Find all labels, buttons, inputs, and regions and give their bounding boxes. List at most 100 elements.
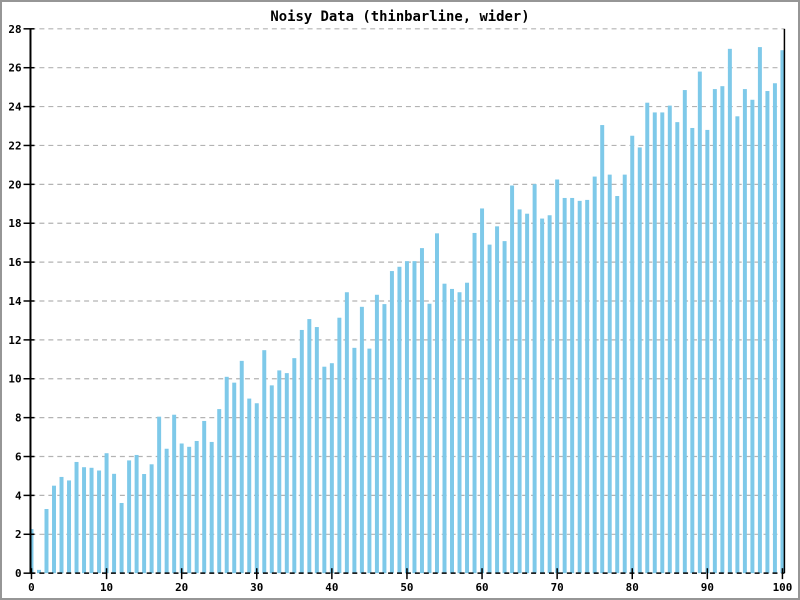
y-tick-label-6: 6 [15, 450, 22, 463]
bar-x3 [52, 485, 56, 574]
bar-x53 [427, 303, 432, 574]
bar-x87 [682, 90, 687, 574]
bar-x19 [172, 414, 177, 574]
bar-x80 [630, 135, 635, 574]
bar-x54 [435, 233, 439, 574]
bar-x9 [97, 470, 102, 574]
x-tick-label-100: 100 [773, 581, 793, 594]
y-tick-label-8: 8 [15, 412, 22, 425]
y-tick-label-2: 2 [15, 528, 22, 541]
bar-x66 [525, 213, 530, 574]
y-tick-label-22: 22 [8, 139, 21, 152]
bar-x45 [367, 348, 372, 574]
bar-x25 [217, 409, 222, 574]
bar-x96 [750, 99, 755, 574]
bar-x90 [705, 129, 710, 574]
bar-x33 [277, 370, 282, 574]
bar-x94 [735, 116, 740, 574]
bar-x23 [202, 420, 207, 574]
bar-x64 [510, 185, 515, 574]
bar-x79 [622, 174, 627, 574]
bar-x56 [450, 288, 454, 574]
y-tick-label-16: 16 [8, 256, 21, 269]
bar-x46 [374, 294, 379, 574]
bar-x4 [59, 476, 64, 574]
bar-x15 [142, 474, 147, 574]
bar-x100 [780, 50, 785, 574]
bar-x68 [540, 218, 545, 574]
axes [23, 28, 786, 580]
bar-x40 [329, 363, 334, 574]
bar-x14 [134, 454, 139, 574]
bar-x35 [292, 358, 297, 574]
bar-x48 [389, 271, 394, 574]
bar-x21 [187, 446, 192, 574]
bar-x38 [314, 327, 319, 574]
bar-x50 [404, 261, 409, 574]
y-tick-label-4: 4 [15, 489, 22, 502]
x-tick-label-90: 90 [701, 581, 714, 594]
bar-x81 [637, 147, 642, 574]
bar-x83 [652, 112, 657, 574]
y-tick-label-20: 20 [8, 178, 21, 191]
bar-x13 [127, 460, 132, 574]
bar-x29 [247, 398, 252, 574]
bar-x92 [720, 86, 725, 574]
bar-x63 [502, 241, 507, 574]
bar-x69 [547, 215, 552, 574]
bar-x26 [224, 376, 229, 574]
bar-x82 [645, 102, 650, 574]
bar-x67 [532, 184, 537, 574]
bar-x22 [194, 440, 199, 574]
bar-x51 [412, 261, 417, 574]
bar-x75 [592, 176, 597, 574]
x-tick-label-60: 60 [475, 581, 488, 594]
bar-x37 [307, 319, 312, 574]
bar-x78 [615, 196, 620, 574]
y-tick-label-18: 18 [8, 217, 21, 230]
y-tick-label-26: 26 [8, 62, 21, 75]
bar-x20 [179, 443, 184, 574]
x-tick-label-70: 70 [551, 581, 564, 594]
bar-x77 [607, 174, 612, 574]
bar-x47 [382, 304, 387, 574]
bar-x62 [495, 226, 500, 574]
x-tick-label-10: 10 [100, 581, 113, 594]
bar-x95 [742, 89, 747, 574]
bar-x42 [344, 292, 349, 574]
bar-x65 [517, 209, 522, 574]
bar-x60 [480, 208, 485, 574]
bar-x86 [675, 122, 680, 574]
bar-x89 [697, 71, 702, 574]
bar-x76 [600, 125, 605, 574]
bar-x73 [577, 200, 582, 574]
bar-x27 [232, 382, 237, 574]
bars [29, 47, 785, 574]
bar-x6 [74, 461, 79, 574]
bar-x11 [112, 473, 117, 574]
bar-x98 [765, 91, 770, 574]
bar-x5 [67, 480, 72, 574]
bar-x10 [104, 453, 109, 574]
bar-x17 [157, 416, 162, 574]
y-tick-label-14: 14 [8, 295, 22, 308]
bar-x18 [164, 448, 169, 574]
bar-x36 [299, 329, 304, 574]
y-tick-label-12: 12 [8, 334, 21, 347]
x-tick-label-30: 30 [250, 581, 263, 594]
bar-x41 [337, 317, 342, 574]
bar-x84 [660, 112, 665, 574]
x-tick-label-40: 40 [325, 581, 338, 594]
bar-x49 [397, 266, 402, 574]
bar-x88 [690, 127, 695, 574]
bar-x93 [727, 48, 732, 574]
x-tick-label-0: 0 [28, 581, 35, 594]
bar-x43 [352, 347, 357, 574]
y-tick-label-24: 24 [8, 101, 22, 114]
chart-title: Noisy Data (thinbarline, wider) [270, 9, 529, 25]
y-tick-label-10: 10 [8, 373, 21, 386]
bar-x1 [36, 569, 41, 574]
bar-x44 [359, 306, 364, 574]
